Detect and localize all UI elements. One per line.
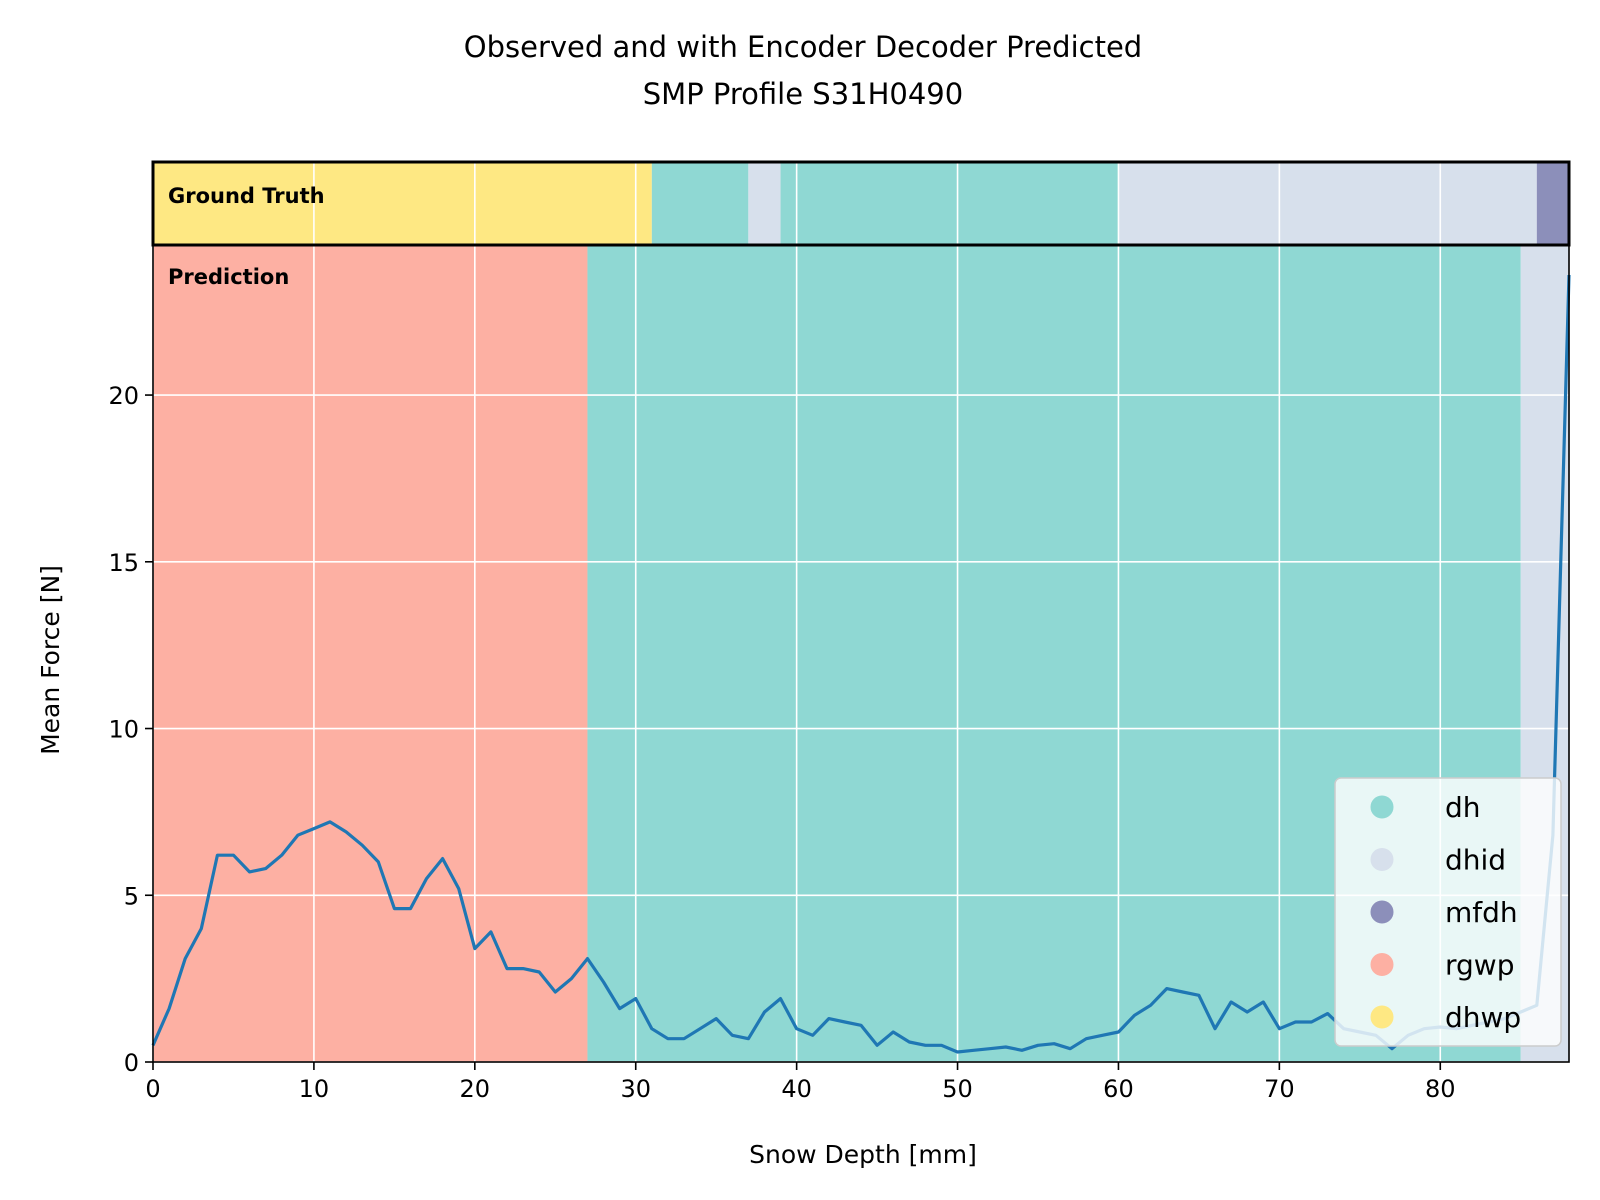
- ground-truth-segment-dhwp: [153, 162, 652, 245]
- legend-marker-dh: [1370, 795, 1394, 819]
- x-tick-label: 0: [145, 1075, 160, 1103]
- x-tick-label: 20: [460, 1075, 491, 1103]
- x-tick-label: 80: [1425, 1075, 1456, 1103]
- legend-label-dhwp: dhwp: [1445, 1001, 1521, 1034]
- legend-marker-dhid: [1370, 848, 1394, 871]
- y-tick-label: 10: [108, 716, 139, 744]
- y-tick-label: 5: [124, 882, 139, 910]
- prediction-segment-rgwp: [153, 245, 588, 1062]
- chart-title: Observed and with Encoder Decoder Predic…: [464, 30, 1142, 64]
- x-tick-label: 30: [620, 1075, 651, 1103]
- y-tick-label: 0: [124, 1049, 139, 1077]
- prediction-label: Prediction: [168, 265, 289, 289]
- x-tick-label: 60: [1103, 1075, 1134, 1103]
- ground-truth-segment-dh: [780, 162, 1119, 245]
- y-tick-label: 15: [108, 549, 139, 577]
- y-tick-label: 20: [108, 382, 139, 410]
- ground-truth-label: Ground Truth: [168, 184, 325, 208]
- ground-truth-band-layer: [153, 162, 1569, 245]
- x-axis-label: Snow Depth [mm]: [749, 1140, 977, 1169]
- legend-label-dhid: dhid: [1445, 844, 1506, 877]
- legend-label-rgwp: rgwp: [1445, 949, 1514, 982]
- legend-box: [1334, 777, 1562, 1047]
- x-tick-label: 70: [1264, 1075, 1295, 1103]
- series-line: [151, 274, 1571, 1054]
- legend-marker-dhwp: [1370, 1005, 1394, 1029]
- legend-marker-mfdh: [1370, 900, 1394, 924]
- axes-frames: [151, 160, 1571, 1063]
- legend-label-mfdh: mfdh: [1445, 896, 1518, 929]
- tick-layer: 0 10 20 30 40 50 60 70 80 0 5 10 15 20: [108, 382, 1455, 1103]
- axes-frame: [152, 244, 1570, 1063]
- ground-truth-segment-dhid: [748, 162, 781, 245]
- legend-marker-rgwp: [1370, 953, 1394, 976]
- x-tick-label: 40: [781, 1075, 812, 1103]
- y-axis-label: Mean Force [N]: [36, 565, 65, 755]
- ground-truth-segment-mfdh: [1536, 162, 1569, 245]
- chart-subtitle: SMP Profile S31H0490: [643, 77, 963, 111]
- ground-truth-segment-dh: [651, 162, 749, 245]
- x-tick-label: 10: [299, 1075, 330, 1103]
- ground-truth-segment-dhid: [1118, 162, 1537, 245]
- series-layer: [151, 274, 1571, 1054]
- legend: dh dhid mfdh rgwp dhwp: [1334, 777, 1562, 1047]
- legend-label-dh: dh: [1445, 791, 1481, 824]
- x-tick-label: 50: [942, 1075, 973, 1103]
